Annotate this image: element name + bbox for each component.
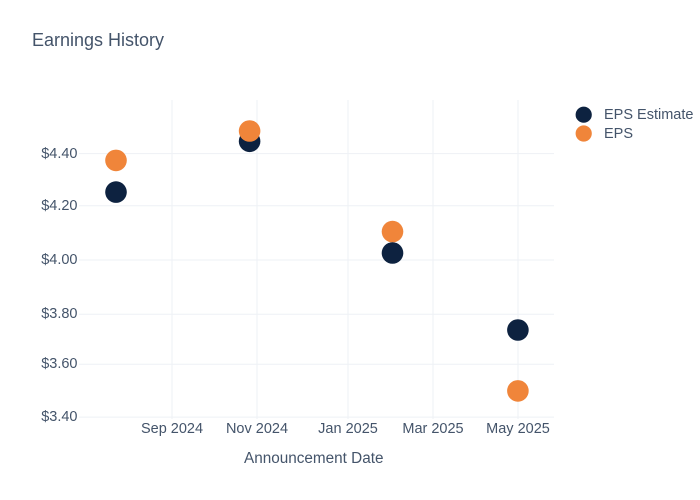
- svg-text:Announcement Date: Announcement Date: [244, 450, 383, 467]
- svg-text:Sep 2024: Sep 2024: [141, 421, 203, 437]
- svg-text:$4.20: $4.20: [41, 198, 77, 214]
- svg-text:$3.60: $3.60: [41, 356, 77, 372]
- svg-text:May 2025: May 2025: [486, 421, 550, 437]
- svg-text:Mar 2025: Mar 2025: [402, 421, 463, 437]
- svg-text:EPS Estimate: EPS Estimate: [604, 107, 693, 123]
- svg-text:Jan 2025: Jan 2025: [318, 421, 378, 437]
- svg-text:EPS: EPS: [604, 126, 633, 142]
- svg-text:$4.00: $4.00: [41, 252, 77, 268]
- svg-text:$4.40: $4.40: [41, 146, 77, 162]
- svg-text:$3.40: $3.40: [41, 409, 77, 425]
- svg-text:Nov 2024: Nov 2024: [226, 421, 288, 437]
- svg-text:$3.80: $3.80: [41, 306, 77, 322]
